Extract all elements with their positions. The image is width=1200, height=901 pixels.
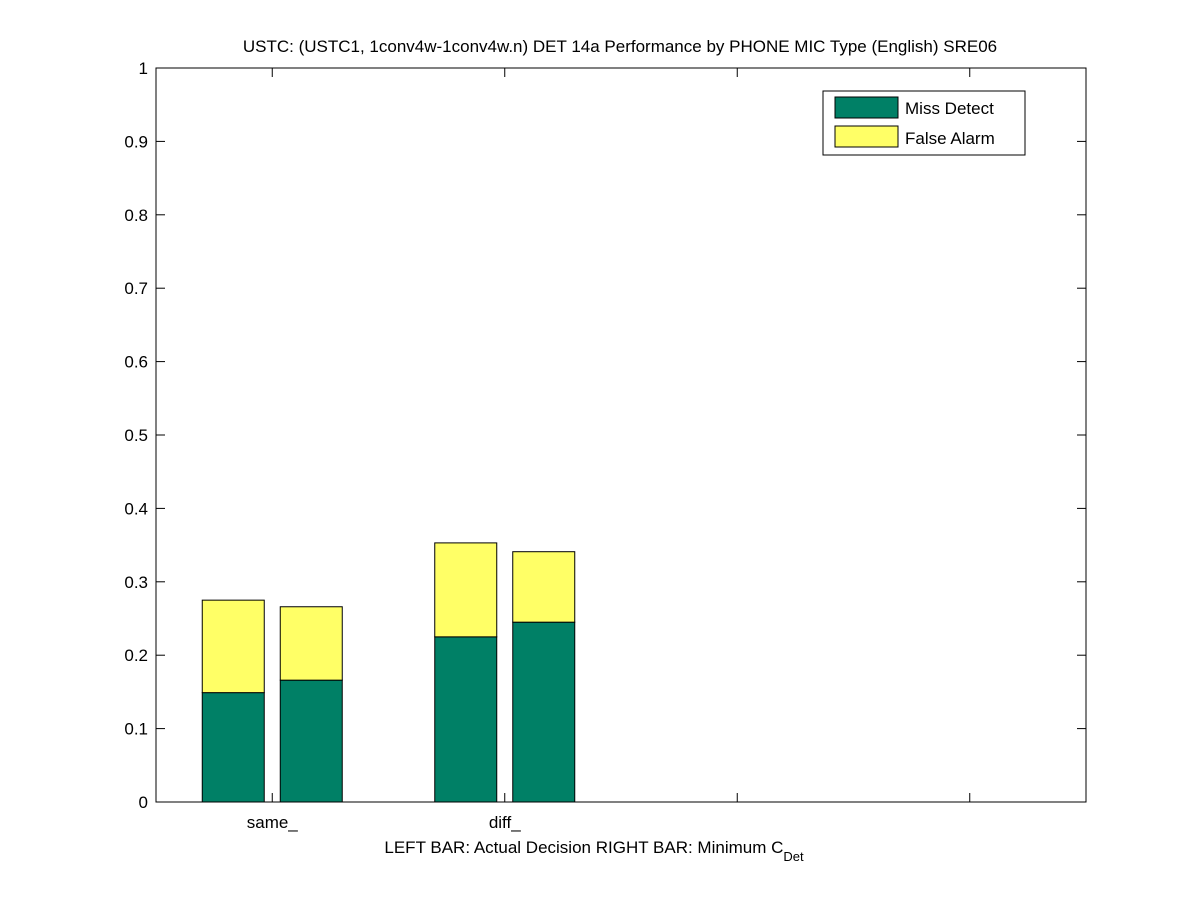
y-tick-label: 0.3 [124,573,148,592]
bar-miss-detect-diff-left [434,636,498,803]
y-tick-label: 0.7 [124,279,148,298]
axis-layer: 0 0.1 0.2 0.3 0.4 0.5 0.6 0.7 0.8 0.9 1 same_ diff_ [124,59,1086,832]
legend: Miss Detect False Alarm [822,90,1026,156]
bars-layer [201,542,576,803]
x-tick-label: diff_ [489,813,521,832]
bar-miss-detect-same-left [201,692,265,803]
bar-miss-detect-same-right [279,679,343,803]
x-axis-label: LEFT BAR: Actual Decision RIGHT BAR: Min… [384,838,804,864]
bar-false-alarm-same-left [201,599,265,694]
y-tick-label: 0.5 [124,426,148,445]
legend-swatch-false-alarm [834,125,899,148]
y-tick-label: 0.8 [124,206,148,225]
chart-title: USTC: (USTC1, 1conv4w-1conv4w.n) DET 14a… [243,37,997,56]
y-tick-label: 0.1 [124,720,148,739]
legend-label-miss-detect: Miss Detect [905,99,994,118]
bar-false-alarm-same-right [279,606,343,681]
y-tick-label: 1 [139,59,148,78]
legend-label-false-alarm: False Alarm [905,129,995,148]
y-tick-label: 0.2 [124,646,148,665]
bar-false-alarm-diff-left [434,542,498,638]
bar-miss-detect-diff-right [512,621,576,803]
bar-false-alarm-diff-right [512,551,576,623]
y-tick-label: 0.4 [124,499,148,518]
legend-swatch-miss-detect [834,96,899,119]
y-tick-label: 0.6 [124,353,148,372]
x-tick-label: same_ [247,813,299,832]
y-tick-label: 0 [139,793,148,812]
y-tick-label: 0.9 [124,132,148,151]
x-axis-label-subscript: Det [783,849,804,864]
x-axis-label-main: LEFT BAR: Actual Decision RIGHT BAR: Min… [384,838,783,857]
